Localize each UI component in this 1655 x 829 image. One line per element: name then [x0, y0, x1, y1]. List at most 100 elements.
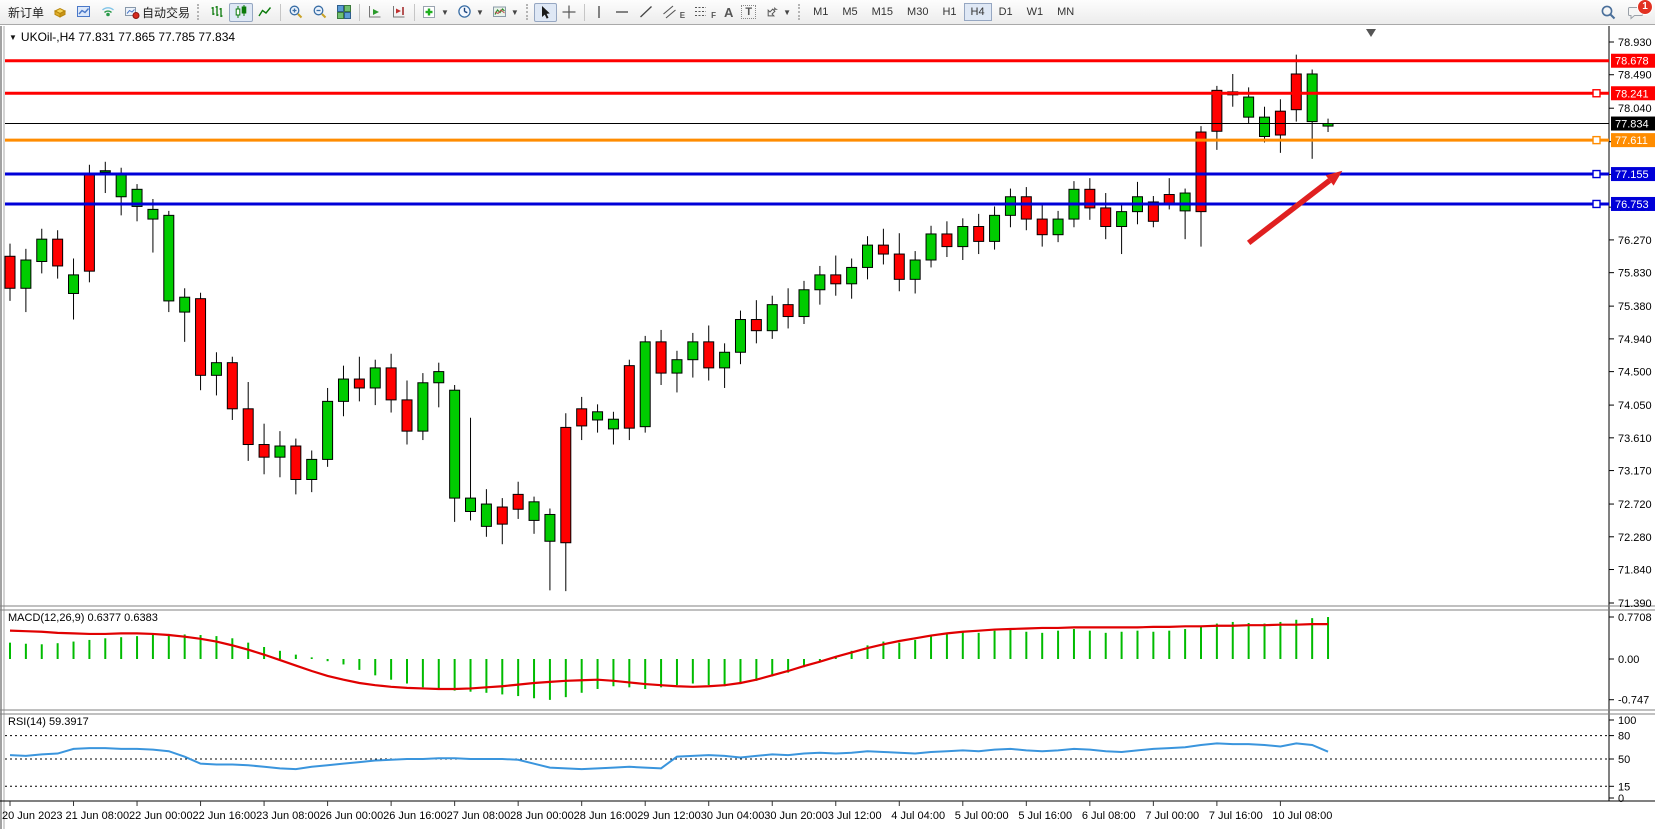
cursor-button[interactable] — [533, 2, 557, 22]
price-badge — [1611, 167, 1655, 182]
market-watch-button[interactable] — [72, 3, 96, 22]
price-badge — [1611, 53, 1655, 68]
one-click-trading-arrow-icon[interactable]: ▼ — [9, 33, 17, 42]
pane-borders — [0, 26, 1655, 829]
timeframe-button-M15[interactable]: M15 — [871, 6, 894, 18]
crosshair-button[interactable] — [557, 3, 581, 22]
line-chart-icon — [258, 7, 272, 17]
bull-candle — [1243, 96, 1255, 118]
notifications-button[interactable]: 1 — [1627, 0, 1653, 21]
price-badge — [1611, 133, 1655, 148]
templates-button[interactable]: ▼ — [488, 3, 523, 22]
tile-windows-button[interactable] — [332, 3, 356, 22]
bear-candle — [623, 365, 635, 429]
bear-candle — [750, 319, 762, 332]
new-order-button[interactable]: 新订单 — [4, 3, 48, 22]
zoom-out-button[interactable] — [308, 3, 332, 22]
metaquotes-icon[interactable] — [48, 3, 72, 22]
fibonacci-button[interactable]: F — [689, 3, 720, 22]
price-tick-label: 73.170 — [1618, 466, 1652, 478]
zoom-in-button[interactable] — [284, 3, 308, 22]
horizontal-lines[interactable]: 78.678 78.241 77.834 77.611 77.155 76.753 — [5, 53, 1655, 211]
rsi-tick-label: 100 — [1618, 715, 1636, 727]
text-label-button[interactable]: T — [737, 3, 760, 22]
chart-shift-button[interactable] — [387, 3, 411, 22]
bull-candle — [862, 244, 874, 268]
date-tick-label: 28 Jun 16:00 — [574, 810, 638, 822]
chart-symbol-title[interactable]: ▼ UKOil-,H4 77.831 77.865 77.785 77.834 — [9, 30, 235, 44]
date-tick-label: 3 Jul 12:00 — [828, 810, 882, 822]
timeframe-button-M5[interactable]: M5 — [842, 6, 858, 18]
timeframe-button-W1[interactable]: W1 — [1026, 6, 1044, 18]
bull-candle — [957, 226, 969, 248]
toolbar-grip — [197, 4, 202, 20]
add-indicator-button[interactable]: ▼ — [418, 3, 453, 22]
line-handle[interactable] — [1592, 169, 1601, 179]
bull-candle — [1179, 192, 1191, 212]
candlestick-chart-button[interactable] — [229, 2, 254, 22]
macd-tick-label: 0.7708 — [1618, 612, 1652, 624]
date-tick-label: 7 Jul 00:00 — [1145, 810, 1199, 822]
date-tick-label: 26 Jun 00:00 — [320, 810, 384, 822]
timeframe-button-H1[interactable]: H1 — [942, 6, 957, 18]
time-axis[interactable]: 20 Jun 2023 21 Jun 08:00 22 Jun 00:00 22 Ju… — [2, 801, 1332, 822]
rsi-line — [9, 742, 1329, 771]
date-tick-label: 7 Jul 16:00 — [1209, 810, 1263, 822]
candlestick-chart-icon — [235, 5, 247, 18]
date-tick-label: 23 Jun 08:00 — [256, 810, 320, 822]
signal-button[interactable] — [96, 3, 120, 22]
bull-candle — [465, 497, 477, 512]
auto-scroll-button[interactable] — [363, 3, 387, 22]
bull-candle — [687, 341, 699, 361]
blue-chart-icon — [77, 6, 91, 17]
line-handle[interactable] — [1592, 135, 1601, 145]
timeframe-button-D1[interactable]: D1 — [998, 6, 1013, 18]
bull-candle — [179, 296, 191, 313]
equidistant-channel-button[interactable]: E — [658, 3, 689, 22]
toolbar-grip — [525, 4, 531, 20]
timeframe-button-MN[interactable]: MN — [1057, 6, 1075, 18]
vertical-line-button[interactable] — [588, 3, 610, 22]
bear-candle — [258, 444, 270, 458]
bull-candle — [798, 289, 810, 318]
bear-candle — [1100, 207, 1112, 228]
candlestick-series[interactable] — [4, 54, 1334, 592]
price-tick-label: 75.380 — [1618, 301, 1652, 313]
line-handle[interactable] — [1592, 199, 1601, 209]
macd-tick-label: 0.00 — [1618, 654, 1639, 666]
channel-icon — [662, 5, 676, 19]
rsi-levels — [5, 735, 1609, 787]
date-tick-label: 30 Jun 20:00 — [764, 810, 828, 822]
price-axis[interactable]: 78.93078.49078.04077.59077.15076.71076.2… — [1609, 37, 1652, 610]
zoom-in-icon — [289, 5, 303, 19]
bull-candle — [1116, 211, 1128, 228]
trend-arrow-annotation[interactable] — [1246, 170, 1343, 246]
bear-candle — [83, 173, 95, 272]
trendline-button[interactable] — [634, 3, 658, 22]
bull-candle — [528, 501, 540, 521]
line-chart-button[interactable] — [253, 3, 277, 22]
chart-shift-marker-icon[interactable] — [1366, 29, 1376, 37]
line-handle[interactable] — [1592, 89, 1601, 98]
price-tick-label: 72.280 — [1618, 532, 1652, 544]
timeframe-button-M30[interactable]: M30 — [907, 6, 929, 18]
text-button[interactable]: A — [720, 3, 737, 22]
date-tick-label: 5 Jul 00:00 — [955, 810, 1009, 822]
bar-chart-button[interactable] — [205, 3, 229, 22]
arrows-button[interactable]: ▼ — [760, 3, 795, 22]
horizontal-line-button[interactable] — [610, 3, 634, 22]
price-tick-label: 74.500 — [1618, 367, 1652, 379]
crosshair-icon — [562, 5, 576, 19]
bull-candle — [210, 362, 222, 376]
bear-candle — [830, 274, 842, 285]
fibonacci-letter: F — [711, 10, 717, 20]
timeframe-button-H4[interactable]: H4 — [963, 3, 992, 21]
bull-candle — [544, 513, 556, 542]
auto-trading-button[interactable]: 自动交易 — [120, 3, 194, 22]
toolbar-separator — [359, 3, 361, 21]
bear-candle — [877, 244, 889, 255]
timeframe-button-M1[interactable]: M1 — [813, 6, 829, 18]
periods-button[interactable]: ▼ — [453, 3, 488, 22]
search-button[interactable] — [1600, 4, 1617, 21]
